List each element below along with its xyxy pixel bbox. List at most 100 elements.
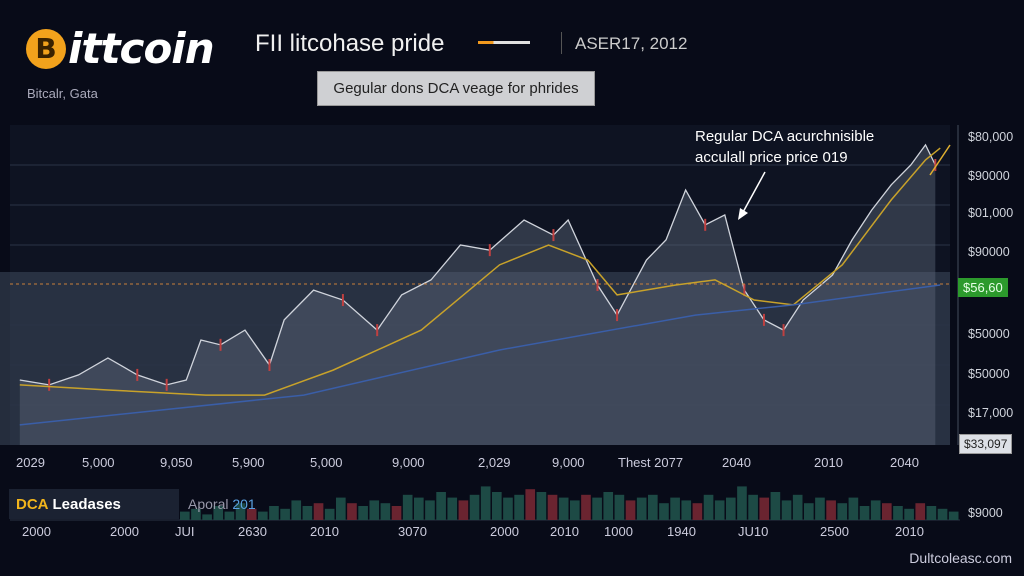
y-tick-label: $50000: [968, 327, 1010, 341]
volume-bar: [670, 497, 680, 520]
volume-bar: [469, 494, 480, 520]
volume-bar: [358, 506, 368, 520]
volume-bar: [882, 503, 892, 520]
volume-bar: [436, 492, 446, 520]
leadases-label: Leadases: [52, 495, 121, 513]
volume-bar: [558, 497, 569, 520]
volume-bar: [369, 500, 380, 520]
volume-axis-label: $9000: [968, 506, 1003, 520]
volume-bar: [514, 494, 524, 520]
volume-bar: [258, 511, 268, 520]
volume-x-tick-label: 1940: [667, 524, 696, 539]
y-tick-label: $17,000: [968, 406, 1014, 420]
volume-bar: [737, 486, 747, 520]
x-tick-label: 2029: [16, 455, 45, 470]
volume-bar: [581, 494, 591, 520]
x-tick-label: 2040: [890, 455, 919, 470]
volume-bar: [859, 506, 870, 520]
volume-x-tick-label: 1000: [604, 524, 633, 539]
volume-x-tick-label: 2010: [895, 524, 924, 539]
volume-bar: [324, 508, 335, 520]
volume-bar: [213, 506, 224, 520]
volume-bar: [703, 494, 714, 520]
volume-bar: [625, 500, 636, 520]
volume-bar: [948, 511, 959, 520]
aporal-value: 201: [232, 496, 256, 512]
volume-bar: [347, 503, 357, 520]
volume-bar: [692, 503, 703, 520]
y-tick-label: $90000: [968, 169, 1010, 183]
volume-bar: [759, 497, 770, 520]
logo-text: ittcoin: [68, 24, 215, 73]
x-tick-label: 2,029: [478, 455, 511, 470]
volume-bar: [781, 500, 792, 520]
chart-title: FII litcohase pride: [255, 30, 445, 57]
volume-bar: [915, 503, 926, 520]
current-price-badge: $56,60: [958, 278, 1008, 297]
watermark: Dultcoleasc.com: [909, 550, 1012, 566]
volume-bar: [280, 508, 290, 520]
annotation-arrowhead: [738, 208, 748, 220]
x-tick-label: Thest 2077: [618, 455, 684, 470]
x-tick-label: 9,050: [160, 455, 193, 470]
volume-bar: [937, 508, 948, 520]
logo: B ittcoin: [26, 24, 215, 73]
annotation: Regular DCA acurchnisible acculall price…: [695, 126, 874, 168]
volume-bar: [480, 486, 491, 520]
volume-x-tick-label: 2500: [820, 524, 849, 539]
dca-label: DCA: [16, 495, 49, 513]
volume-bar: [492, 492, 502, 520]
volume-bar: [202, 514, 212, 520]
trend-line: [19, 284, 941, 426]
volume-bar: [714, 500, 725, 520]
volume-bar: [870, 500, 881, 520]
volume-bar: [536, 492, 547, 520]
volume-bar: [659, 503, 669, 520]
volume-bar: [648, 494, 658, 520]
volume-bar: [603, 492, 614, 520]
volume-x-tick-label: 2630: [238, 524, 267, 539]
moving-average-line: [19, 147, 941, 396]
volume-bar: [726, 497, 736, 520]
volume-bar: [235, 503, 246, 520]
dca-button[interactable]: Gegular dons DCA veage for phrides: [317, 71, 595, 106]
volume-bar: [926, 506, 937, 520]
volume-bar: [458, 500, 469, 520]
x-tick-label: 5,900: [232, 455, 265, 470]
date-label: ASER17, 2012: [575, 34, 688, 53]
volume-bar: [269, 506, 279, 520]
volume-x-tick-label: 2000: [22, 524, 51, 539]
volume-x-tick-label: 2010: [550, 524, 579, 539]
volume-x-tick-label: 2000: [490, 524, 519, 539]
volume-bar: [792, 494, 803, 520]
x-tick-label: 2040: [722, 455, 751, 470]
annotation-line-2: acculall price price 019: [695, 149, 848, 166]
volume-bar: [748, 494, 758, 520]
volume-bar: [503, 497, 513, 520]
volume-bar: [592, 497, 602, 520]
volume-bar: [191, 508, 201, 520]
volume-bar: [402, 494, 413, 520]
price-badge: $33,097: [959, 434, 1013, 454]
volume-bar: [313, 503, 324, 520]
volume-bar: [414, 497, 424, 520]
annotation-arrow: [741, 171, 766, 215]
volume-x-tick-label: JUI: [175, 524, 195, 539]
volume-bar: [547, 494, 558, 520]
volume-bar: [848, 497, 859, 520]
y-tick-label: $50000: [968, 367, 1010, 381]
highlight-band: [0, 272, 950, 445]
x-tick-label: 9,000: [552, 455, 585, 470]
volume-bar: [525, 489, 536, 520]
volume-bar: [180, 511, 190, 520]
subtitle: Bitcalr, Gata: [27, 86, 98, 101]
volume-bar: [826, 500, 836, 520]
volume-bar: [447, 497, 458, 520]
legend-line-icon: [478, 41, 530, 44]
x-tick-label: 5,000: [310, 455, 343, 470]
volume-bar: [570, 500, 580, 520]
x-tick-label: 5,000: [82, 455, 115, 470]
volume-bar: [391, 506, 402, 520]
volume-x-tick-label: 3070: [398, 524, 427, 539]
